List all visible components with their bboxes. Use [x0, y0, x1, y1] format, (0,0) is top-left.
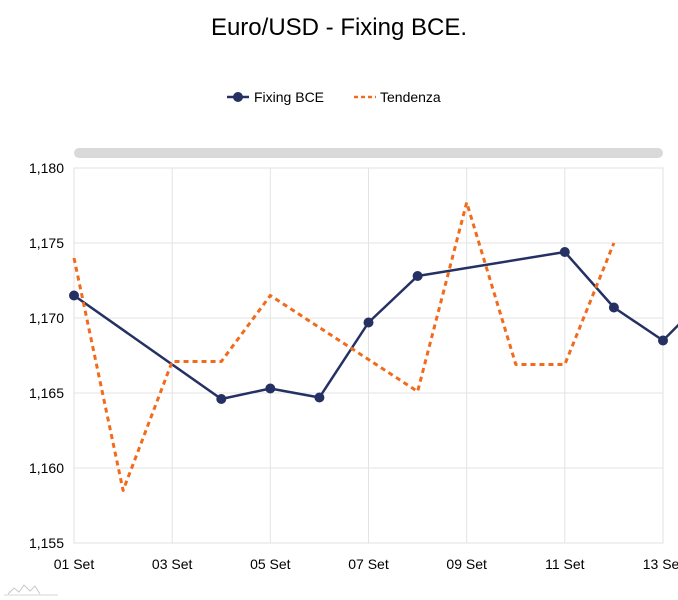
series-layer: [69, 201, 678, 492]
y-tick-label: 1,165: [29, 385, 64, 401]
data-point-fixing-bce[interactable]: [608, 302, 619, 313]
legend[interactable]: Fixing BCE Tendenza: [227, 89, 441, 105]
y-axis: 1,155 1,160 1,165 1,170 1,175 1,180: [29, 160, 64, 551]
data-point-fixing-bce[interactable]: [559, 247, 570, 257]
legend-item-fixing-bce[interactable]: Fixing BCE: [227, 89, 324, 105]
data-point-fixing-bce[interactable]: [265, 383, 276, 394]
data-point-fixing-bce[interactable]: [69, 290, 79, 301]
x-tick-label: 11 Set: [545, 556, 585, 572]
y-tick-label: 1,155: [29, 535, 64, 551]
legend-label-fixing-bce: Fixing BCE: [254, 89, 324, 105]
chart-scrollbar[interactable]: [74, 148, 663, 158]
series-line-tendenza[interactable]: [72, 201, 616, 492]
y-tick-label: 1,180: [29, 160, 64, 176]
y-tick-label: 1,160: [29, 460, 64, 476]
y-tick-label: 1,175: [29, 235, 64, 251]
x-tick-label: 07 Set: [348, 556, 389, 572]
data-point-fixing-bce[interactable]: [314, 392, 325, 403]
data-point-fixing-bce[interactable]: [216, 394, 227, 404]
data-point-fixing-bce[interactable]: [363, 317, 374, 328]
data-point-fixing-bce[interactable]: [412, 271, 423, 281]
data-point-fixing-bce[interactable]: [658, 335, 668, 346]
watermark-logo: [4, 584, 58, 596]
x-axis: 01 Set 03 Set 05 Set 07 Set 09 Set 11 Set 13 S…: [54, 556, 678, 572]
x-tick-label: 01 Set: [54, 556, 95, 572]
series-line-fixing-bce[interactable]: [73, 250, 678, 401]
y-tick-label: 1,170: [29, 310, 64, 326]
legend-label-tendenza: Tendenza: [380, 89, 441, 105]
grid: [74, 168, 663, 543]
chart-title: Euro/USD - Fixing BCE.: [210, 14, 468, 41]
x-tick-label: 13 Set: [643, 556, 678, 572]
x-tick-label: 05 Set: [250, 556, 291, 572]
legend-marker-fixing-bce: [233, 92, 243, 102]
x-tick-label: 09 Set: [446, 556, 487, 572]
x-tick-label: 03 Set: [152, 556, 193, 572]
legend-item-tendenza[interactable]: Tendenza: [354, 89, 441, 105]
